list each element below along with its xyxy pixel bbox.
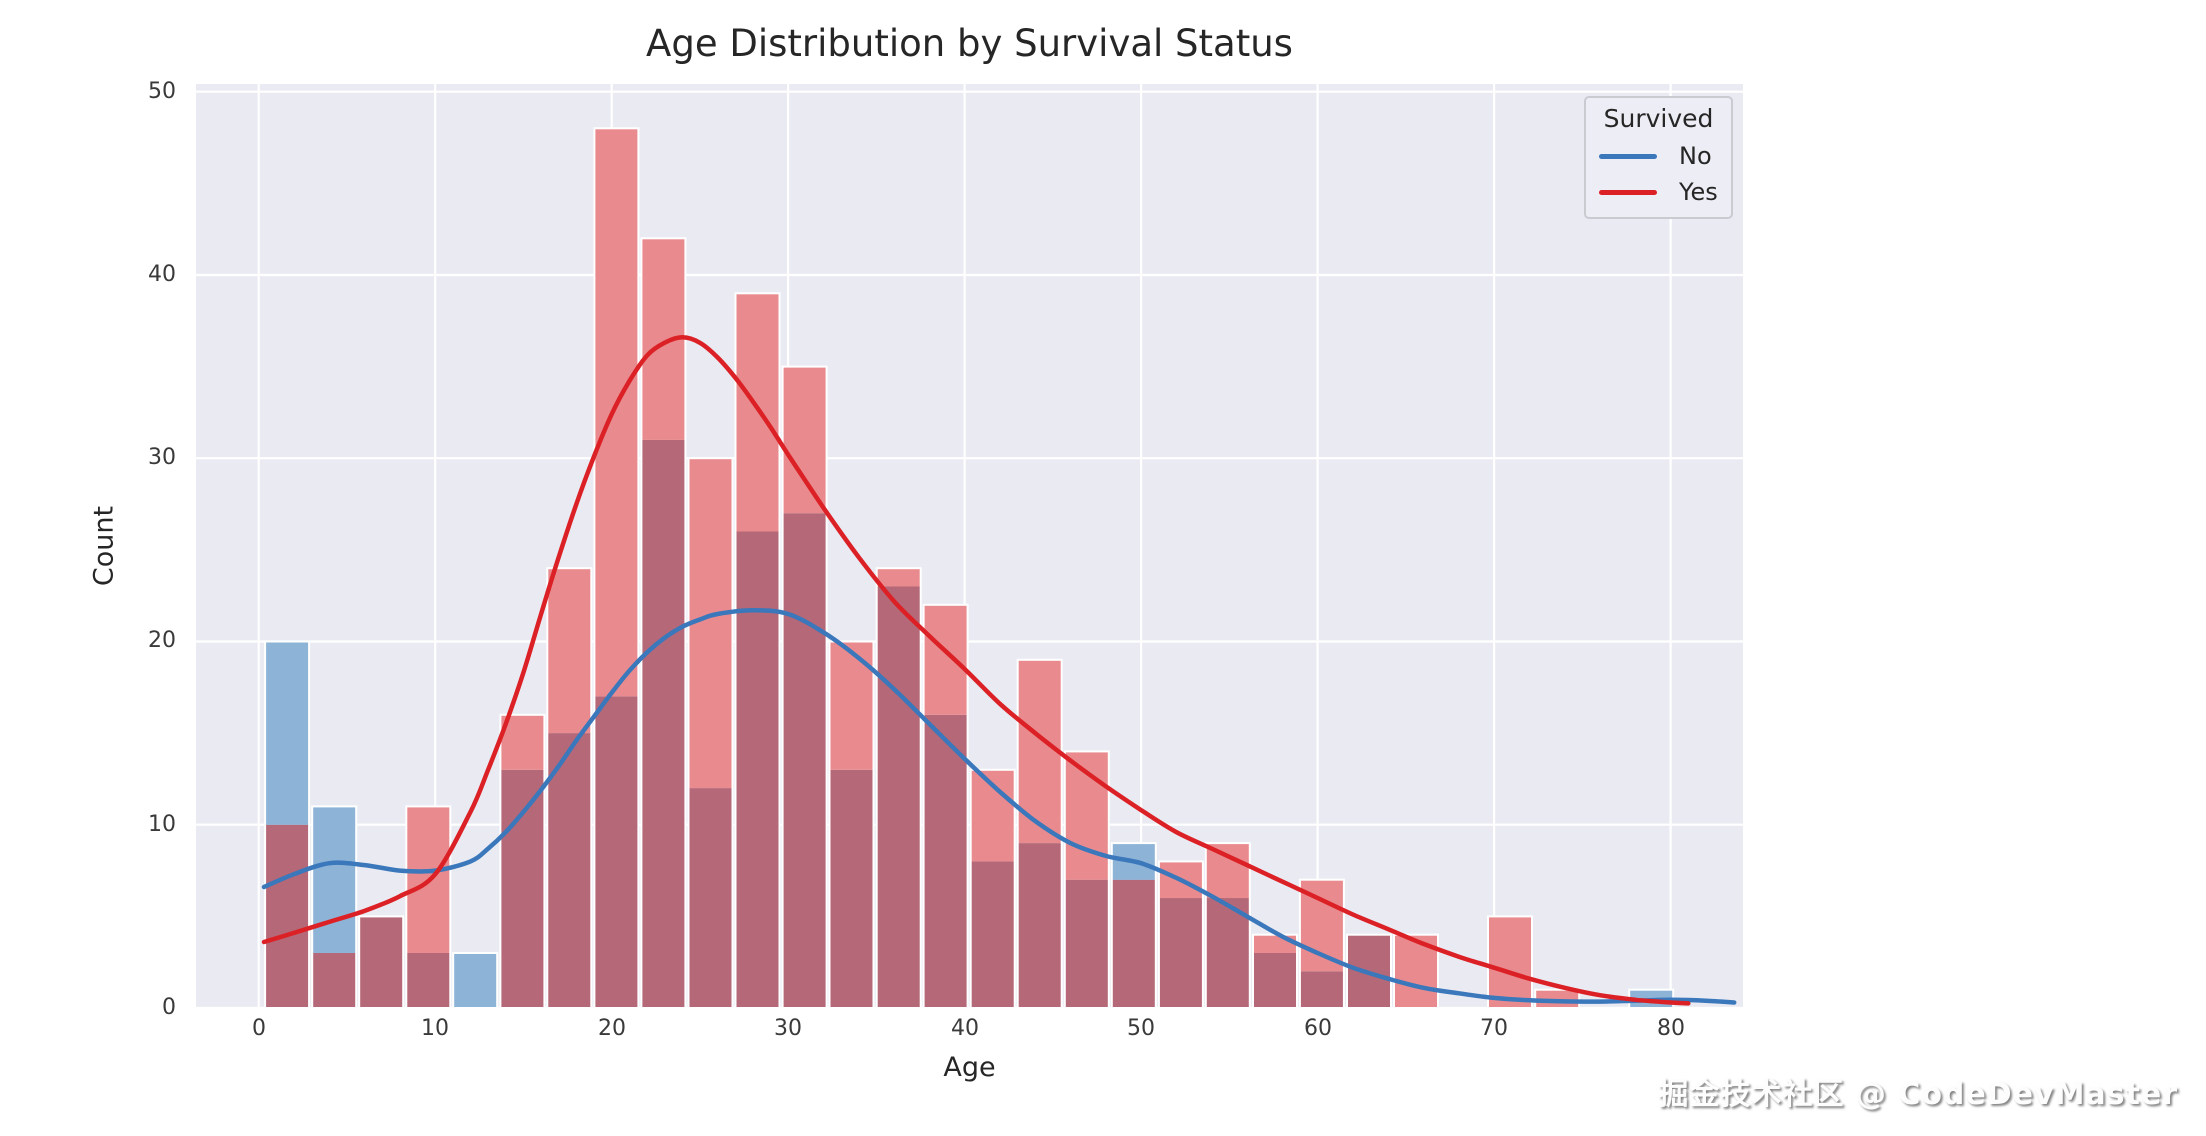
hist-bar-overlap — [876, 586, 921, 1008]
hist-bar-no — [265, 641, 310, 825]
x-tick-label: 80 — [1657, 1016, 1685, 1041]
legend-item-label: Yes — [1679, 178, 1718, 206]
y-tick-label: 50 — [148, 79, 176, 104]
hist-bar-edge — [922, 603, 969, 1008]
hist-bar-yes — [1488, 916, 1532, 1008]
hist-bar-overlap — [735, 531, 780, 1008]
hist-bar-overlap — [359, 916, 404, 1008]
chart-title: Age Distribution by Survival Status — [646, 22, 1293, 65]
hist-bar-overlap — [923, 714, 968, 1008]
x-tick-label: 30 — [774, 1016, 802, 1041]
hist-bar-edge — [1393, 933, 1439, 1008]
hist-bar-overlap — [406, 953, 451, 1008]
kde-line-yes — [261, 335, 1691, 1006]
hist-bar-edge — [264, 640, 311, 1008]
hist-bar-yes — [594, 128, 639, 697]
hist-bar-edge — [734, 292, 781, 1008]
watermark: 掘金技术社区 @ CodeDevMaster — [1658, 1077, 2178, 1112]
legend-line-swatch — [1599, 189, 1657, 195]
hist-bar-no — [453, 953, 498, 1008]
hist-bar-edge — [828, 640, 875, 1008]
y-tick-label: 30 — [148, 445, 176, 470]
y-tick-label: 10 — [148, 812, 176, 837]
plot-svg — [196, 84, 1743, 1008]
x-tick-label: 0 — [252, 1016, 266, 1041]
hist-bar-yes — [923, 604, 968, 715]
x-tick-label: 60 — [1304, 1016, 1332, 1041]
hist-bar-edge — [781, 365, 828, 1008]
legend: Survived No Yes — [1584, 96, 1733, 219]
y-tick-label: 0 — [162, 995, 176, 1020]
hist-bar-edge — [499, 713, 546, 1008]
hist-bar-edge — [687, 457, 734, 1008]
hist-bar-yes — [547, 568, 592, 734]
hist-bar-overlap — [641, 439, 686, 1008]
y-axis-label: Count — [88, 505, 120, 587]
hist-bar-edge — [1016, 658, 1063, 1008]
hist-bar-yes — [829, 641, 874, 770]
hist-bar-overlap — [1299, 971, 1344, 1008]
hist-bar-edge — [311, 805, 358, 1008]
hist-bar-yes — [876, 568, 921, 587]
hist-bar-yes — [1253, 934, 1297, 953]
legend-item-no: No — [1596, 143, 1721, 169]
hist-bar-edge — [593, 127, 640, 1008]
hist-bar-edge — [546, 567, 593, 1008]
hist-bar-overlap — [970, 861, 1015, 1008]
hist-bar-edge — [875, 567, 922, 1008]
hist-bar-overlap — [782, 513, 827, 1008]
hist-bar-overlap — [688, 788, 733, 1008]
x-axis-label: Age — [943, 1052, 996, 1083]
hist-bar-overlap — [829, 769, 874, 1008]
legend-title: Survived — [1603, 104, 1714, 133]
x-tick-label: 20 — [598, 1016, 626, 1041]
hist-bar-edge — [1063, 750, 1110, 1008]
hist-bar-yes — [1205, 843, 1250, 899]
x-tick-label: 10 — [421, 1016, 449, 1041]
legend-line-swatch — [1599, 153, 1657, 159]
x-tick-label: 50 — [1127, 1016, 1155, 1041]
hist-bar-overlap — [1253, 953, 1297, 1008]
hist-bar-overlap — [265, 824, 310, 1008]
y-tick-label: 20 — [148, 628, 176, 653]
hist-bar-overlap — [1158, 898, 1203, 1008]
kde-line-no — [261, 608, 1737, 1005]
hist-bar-edge — [405, 805, 452, 1008]
x-tick-label: 40 — [951, 1016, 979, 1041]
hist-bar-yes — [735, 293, 780, 532]
hist-bar-no — [312, 806, 357, 953]
legend-item-label: No — [1679, 142, 1712, 170]
hist-bar-overlap — [1111, 879, 1156, 1008]
legend-item-yes: Yes — [1596, 179, 1721, 205]
hist-bar-edge — [1487, 915, 1533, 1008]
hist-bar-edge — [358, 915, 405, 1008]
hist-bar-overlap — [312, 953, 357, 1008]
hist-bar-overlap — [594, 696, 639, 1008]
hist-bar-overlap — [1064, 879, 1109, 1008]
legend-items: No Yes — [1596, 143, 1721, 205]
hist-bar-overlap — [547, 733, 592, 1008]
x-tick-label: 70 — [1480, 1016, 1508, 1041]
hist-bar-edge — [1346, 933, 1392, 1008]
hist-bar-yes — [782, 366, 827, 514]
hist-bar-overlap — [500, 769, 545, 1008]
y-tick-label: 40 — [148, 262, 176, 287]
hist-bar-overlap — [1017, 843, 1062, 1008]
hist-bar-edge — [1157, 860, 1204, 1008]
plot-area — [196, 84, 1743, 1008]
hist-bar-edge — [452, 952, 499, 1008]
